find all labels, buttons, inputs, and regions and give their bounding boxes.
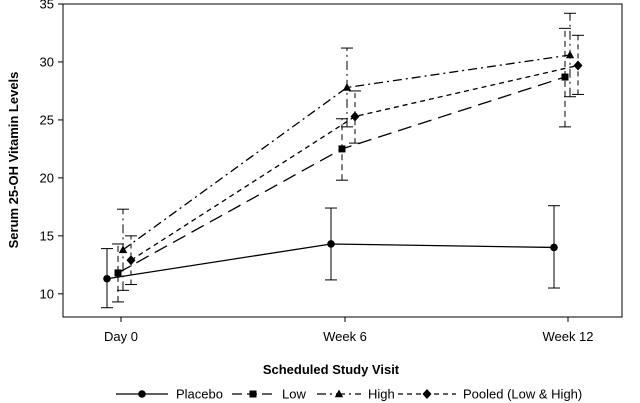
- error-bar: [125, 235, 137, 286]
- series-2: [112, 27, 571, 303]
- data-point: [338, 145, 346, 153]
- series-line: [130, 64, 579, 261]
- legend-marker: [422, 389, 432, 399]
- legend-marker: [138, 390, 146, 398]
- y-tick-label: 20: [40, 170, 54, 185]
- legend-label: Low: [282, 387, 306, 402]
- x-axis-title: Scheduled Study Visit: [263, 362, 400, 377]
- legend-marker: [334, 389, 344, 398]
- data-point: [561, 73, 569, 81]
- legend: Placebo Low High Pooled (Low & High): [116, 387, 582, 402]
- data-point: [573, 60, 583, 71]
- x-tick-label: Week 6: [323, 329, 367, 344]
- legend-item: Placebo: [116, 387, 223, 402]
- axes: 10 15 20 25 30 35 Day 0 Week 6 Week 12: [40, 0, 623, 344]
- plot-area: [101, 12, 584, 309]
- error-bar: [349, 90, 361, 144]
- data-point: [118, 245, 128, 254]
- data-point: [550, 243, 558, 252]
- series-3: [117, 12, 576, 291]
- legend-marker: [249, 390, 257, 398]
- plot-frame: [62, 3, 623, 318]
- legend-label: Placebo: [176, 387, 223, 402]
- y-axis-title: Serum 25-OH Vitamin Levels: [6, 72, 21, 249]
- y-tick-label: 15: [40, 228, 54, 243]
- x-tick-label: Day 0: [104, 329, 138, 344]
- data-point: [103, 274, 111, 283]
- y-tick-label: 35: [40, 0, 54, 12]
- data-point: [126, 255, 136, 266]
- legend-item: High: [317, 387, 395, 402]
- data-point: [114, 269, 122, 277]
- error-bar: [559, 27, 571, 128]
- data-point: [342, 82, 352, 91]
- data-point: [350, 111, 360, 122]
- error-bar: [112, 243, 124, 303]
- data-point: [327, 240, 335, 248]
- y-tick-label: 30: [40, 54, 54, 69]
- x-tick-label: Week 12: [542, 329, 593, 344]
- legend-label: High: [368, 387, 395, 402]
- legend-label: Pooled (Low & High): [463, 387, 582, 402]
- legend-item: Low: [232, 387, 306, 402]
- series-4: [125, 34, 584, 286]
- legend-item: Pooled (Low & High): [398, 387, 582, 402]
- data-point: [565, 50, 575, 59]
- y-tick-label: 25: [40, 112, 54, 127]
- y-tick-label: 10: [40, 286, 54, 301]
- series-line: [122, 54, 571, 251]
- series-1: [101, 205, 560, 309]
